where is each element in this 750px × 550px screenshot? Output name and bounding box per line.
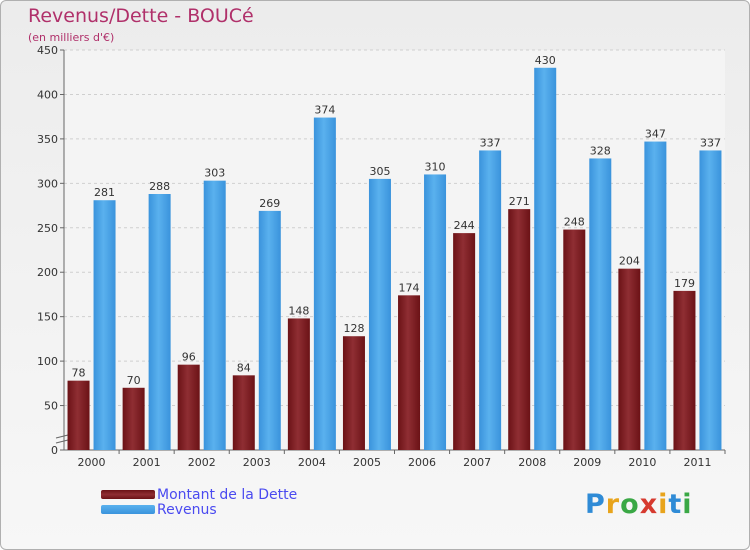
x-tick-label: 2010	[628, 456, 656, 469]
chart-title: Revenus/Dette - BOUCé	[28, 5, 254, 27]
data-label-dette: 179	[674, 277, 695, 290]
bar-revenus	[313, 117, 336, 451]
x-tick-label: 2009	[573, 456, 601, 469]
data-label-revenus: 430	[535, 54, 556, 67]
data-label-dette: 248	[564, 216, 585, 229]
x-tick-label: 2002	[188, 456, 216, 469]
bar-dette	[398, 295, 421, 450]
bar-revenus	[479, 150, 502, 450]
bar-revenus	[644, 141, 667, 451]
bar-dette	[67, 380, 90, 450]
bar-dette	[673, 290, 696, 450]
brand-letter: t	[668, 489, 683, 520]
bar-revenus	[93, 200, 116, 450]
data-label-revenus: 337	[700, 136, 721, 149]
brand-letter: i	[658, 489, 669, 520]
data-label-dette: 174	[399, 281, 420, 294]
x-tick-label: 2001	[133, 456, 161, 469]
bar-dette	[453, 233, 476, 450]
bar-dette	[232, 375, 255, 450]
data-label-revenus: 281	[94, 186, 115, 199]
data-label-revenus: 374	[314, 104, 335, 117]
brand-letter: r	[605, 489, 621, 520]
data-label-dette: 78	[72, 367, 86, 380]
y-tick-label: 250	[37, 222, 58, 235]
legend-label-revenus: Revenus	[157, 501, 217, 518]
y-tick-label: 300	[37, 177, 58, 190]
y-tick-label: 400	[37, 88, 58, 101]
bar-revenus	[424, 174, 447, 450]
legend-item-revenus: Revenus	[101, 501, 297, 518]
x-tick-label: 2003	[243, 456, 271, 469]
y-tick-label: 450	[37, 44, 58, 57]
data-label-revenus: 328	[590, 144, 611, 157]
brand-logo: Proxiti	[585, 489, 693, 520]
data-label-dette: 84	[237, 361, 251, 374]
y-tick-label: 200	[37, 266, 58, 279]
data-label-revenus: 269	[259, 197, 280, 210]
data-label-revenus: 303	[204, 167, 225, 180]
bar-dette	[563, 229, 586, 450]
legend-item-dette: Montant de la Dette	[101, 486, 298, 503]
data-label-revenus: 310	[425, 160, 446, 173]
data-label-dette: 148	[288, 304, 309, 317]
data-label-dette: 128	[343, 322, 364, 335]
bar-dette	[122, 387, 145, 450]
bar-revenus	[534, 67, 557, 451]
data-label-revenus: 337	[480, 136, 501, 149]
x-tick-label: 2006	[408, 456, 436, 469]
y-tick-label: 350	[37, 133, 58, 146]
data-label-dette: 96	[182, 351, 196, 364]
data-label-dette: 204	[619, 255, 640, 268]
bar-dette	[177, 364, 200, 450]
y-tick-label: 150	[37, 311, 58, 324]
x-tick-label: 2004	[298, 456, 326, 469]
legend-swatch-revenus	[101, 505, 155, 514]
bar-revenus	[368, 178, 391, 450]
bar-dette	[342, 336, 365, 450]
data-label-revenus: 347	[645, 128, 666, 141]
legend: Montant de la Dette Revenus	[101, 486, 298, 518]
bar-revenus	[148, 194, 171, 450]
bar-dette	[508, 209, 531, 450]
bar-revenus	[203, 180, 226, 450]
legend-swatch-dette	[101, 490, 155, 499]
chart-subtitle: (en milliers d'€)	[28, 31, 115, 44]
x-tick-label: 2008	[518, 456, 546, 469]
brand-letter: x	[639, 489, 659, 520]
bar-revenus	[258, 210, 281, 450]
data-label-revenus: 305	[369, 165, 390, 178]
data-label-dette: 244	[454, 219, 475, 232]
brand-letter: o	[620, 489, 640, 520]
x-tick-label: 2000	[78, 456, 106, 469]
brand-letter: i	[682, 489, 693, 520]
x-tick-label: 2005	[353, 456, 381, 469]
bar-dette	[287, 318, 310, 450]
data-label-dette: 271	[509, 195, 530, 208]
x-tick-label: 2011	[683, 456, 711, 469]
x-tick-label: 2007	[463, 456, 491, 469]
data-label-dette: 70	[127, 374, 141, 387]
bar-revenus	[589, 158, 612, 450]
legend-label-dette: Montant de la Dette	[157, 486, 298, 503]
y-tick-label: 50	[44, 400, 58, 413]
data-label-revenus: 288	[149, 180, 170, 193]
y-tick-label: 100	[37, 355, 58, 368]
plot-area	[64, 50, 725, 450]
y-tick-label: 0	[51, 444, 58, 457]
bar-dette	[618, 268, 641, 450]
bar-revenus	[699, 150, 722, 450]
brand-letter: P	[585, 489, 606, 520]
